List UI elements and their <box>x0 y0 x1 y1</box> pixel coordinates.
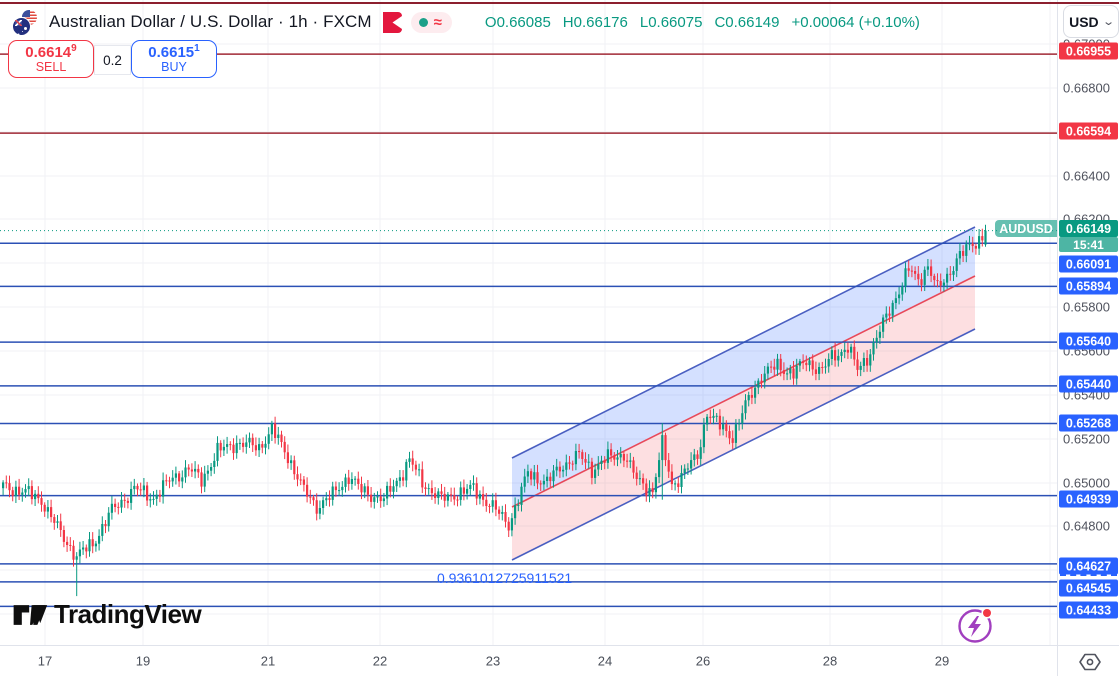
time-tick-label: 26 <box>695 653 711 669</box>
market-status-badge[interactable]: ≈ <box>410 11 452 33</box>
tradingview-logo-icon <box>13 604 48 625</box>
time-tick-label: 28 <box>822 653 838 669</box>
tradingview-watermark: TradingView <box>12 599 202 630</box>
ohlc-change: +0.00064 (+0.10%) <box>791 13 920 31</box>
price-line-label-blue[interactable]: 0.65268 <box>1059 414 1118 432</box>
price-line-label-blue[interactable]: 0.65894 <box>1059 277 1118 295</box>
time-tick-label: 19 <box>135 653 151 669</box>
delayed-data-icon: ≈ <box>433 13 442 31</box>
symbol-title[interactable]: Australian Dollar / U.S. Dollar · 1h · F… <box>49 12 372 31</box>
price-scale-settings-icon[interactable] <box>1078 650 1102 674</box>
price-tick-label: 0.65000 <box>1063 475 1110 491</box>
price-line-label-blue[interactable]: 0.64545 <box>1059 579 1118 597</box>
fxcm-logo-icon <box>382 11 402 33</box>
trade-panel: 0.66149 SELL 0.2 0.66151 BUY <box>8 40 217 78</box>
current-price-label: 0.66149 <box>1059 220 1118 237</box>
symbol-legend[interactable]: Australian Dollar / U.S. Dollar · 1h · F… <box>8 7 920 37</box>
price-line-label-blue[interactable]: 0.66091 <box>1059 255 1118 273</box>
time-tick-label: 21 <box>260 653 276 669</box>
price-line-label-blue[interactable]: 0.64627 <box>1059 557 1118 575</box>
time-tick-label: 23 <box>485 653 501 669</box>
currency-pair-flags-icon <box>8 7 40 37</box>
sell-label: SELL <box>35 60 67 75</box>
time-tick-label: 24 <box>597 653 613 669</box>
time-tick-label: 17 <box>37 653 53 669</box>
price-line-label-blue[interactable]: 0.64433 <box>1059 601 1118 619</box>
currency-value: USD <box>1069 13 1099 30</box>
sell-price: 0.66149 <box>25 42 77 61</box>
tradingview-wordmark: TradingView <box>54 599 202 629</box>
price-line-label-red[interactable]: 0.66955 <box>1059 42 1118 60</box>
buy-button[interactable]: 0.66151 BUY <box>131 40 217 78</box>
price-line-label-blue[interactable]: 0.64939 <box>1059 490 1118 508</box>
bar-countdown-label: 15:41 <box>1059 237 1118 252</box>
price-axis[interactable]: AUDUSD 0.66149 15:41 0.670000.668000.666… <box>995 0 1119 645</box>
price-tick-label: 0.64800 <box>1063 518 1110 534</box>
fib-level-label[interactable]: 0.9361012725911521 <box>437 570 573 586</box>
ohlc-low: L0.66075 <box>639 13 703 31</box>
price-chart[interactable] <box>0 0 1057 645</box>
price-tick-label: 0.66400 <box>1063 168 1110 184</box>
price-line-label-blue[interactable]: 0.65640 <box>1059 332 1118 350</box>
market-open-dot-icon <box>418 17 428 27</box>
time-tick-label: 29 <box>934 653 950 669</box>
ohlc-high: H0.66176 <box>562 13 628 31</box>
instant-order-lightning-icon[interactable] <box>955 604 997 646</box>
price-tick-label: 0.66800 <box>1063 80 1110 96</box>
price-tick-label: 0.65200 <box>1063 431 1110 447</box>
currency-selector[interactable]: USD ⌄ <box>1063 5 1119 38</box>
time-tick-label: 22 <box>372 653 388 669</box>
price-tick-label: 0.65800 <box>1063 299 1110 315</box>
buy-label: BUY <box>161 60 187 75</box>
alert-line-dashes <box>1060 574 1117 576</box>
horizontal-price-line-top[interactable] <box>0 2 1119 4</box>
price-line-label-blue[interactable]: 0.65440 <box>1059 375 1118 393</box>
symbol-price-badge: AUDUSD <box>995 220 1057 237</box>
ohlc-close: C0.66149 <box>714 13 780 31</box>
buy-price: 0.66151 <box>148 42 200 61</box>
sell-button[interactable]: 0.66149 SELL <box>8 40 94 78</box>
time-axis[interactable]: 17 19 21 22 23 24 26 28 29 <box>0 645 1119 676</box>
price-line-label-red[interactable]: 0.66594 <box>1059 122 1118 140</box>
australia-flag-icon <box>12 17 31 36</box>
chart-pane[interactable]: Australian Dollar / U.S. Dollar · 1h · F… <box>0 0 1119 646</box>
spread-value: 0.2 <box>94 45 131 75</box>
axis-corner-divider <box>1057 646 1058 676</box>
ohlc-values: O0.66085 H0.66176 L0.66075 C0.66149 +0.0… <box>485 14 920 31</box>
chevron-down-icon: ⌄ <box>1101 16 1115 28</box>
ohlc-open: O0.66085 <box>484 13 551 31</box>
